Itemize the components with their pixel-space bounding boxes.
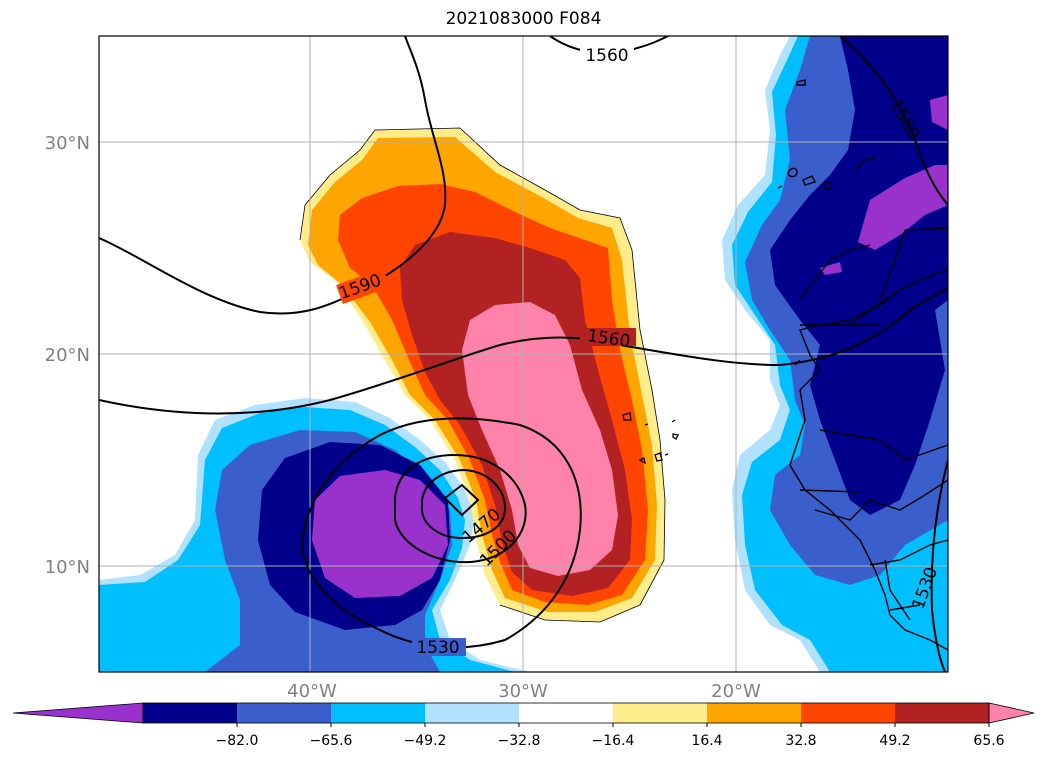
colorbar-extend-low	[12, 702, 144, 724]
coastlines	[777, 79, 948, 651]
lon-label-40w: 40°W	[287, 681, 337, 702]
graticule	[99, 36, 948, 672]
negative-anomaly-west	[99, 398, 530, 672]
colorbar-segment	[237, 703, 332, 723]
colorbar-segment	[519, 703, 614, 723]
colorbar-segment	[801, 703, 896, 723]
colorbar-tick-label: 16.4	[691, 733, 722, 749]
colorbar-segment	[331, 703, 426, 723]
cape-verde-islands	[622, 412, 679, 465]
colorbar-segment	[707, 703, 802, 723]
map-title: 2021083000 F084	[445, 9, 602, 29]
longitude-labels: 40°W 30°W 20°W	[287, 681, 761, 702]
colorbar-tick-label: 65.6	[973, 733, 1004, 749]
colorbar-segment	[613, 703, 708, 723]
lon-label-20w: 20°W	[711, 681, 761, 702]
latitude-labels: 30°N 20°N 10°N	[45, 133, 90, 578]
plume-outline	[299, 127, 666, 623]
colorbar-extend-high	[988, 702, 1035, 724]
colorbar-tick-label: −49.2	[404, 733, 447, 749]
map-frame	[98, 35, 949, 673]
contour-label-backgrounds	[336, 45, 636, 656]
colorbar: −82.0 −65.6 −49.2 −32.8 −16.4 16.4 32.8 49.2 65.…	[12, 702, 1035, 749]
lat-label-10n: 10°N	[45, 557, 90, 578]
lat-label-30n: 30°N	[45, 133, 90, 154]
colorbar-segment	[143, 703, 238, 723]
positive-anomaly-plume	[300, 128, 665, 622]
colorbar-frame	[142, 702, 990, 724]
colorbar-tick-label: −82.0	[216, 733, 259, 749]
colorbar-tick-label: 32.8	[785, 733, 816, 749]
contour-label-1560-north: 1560	[585, 46, 628, 66]
colorbar-tick-label: 49.2	[879, 733, 910, 749]
lat-label-20n: 20°N	[45, 345, 90, 366]
contour-label-1530-south: 1530	[416, 638, 459, 658]
lon-label-30w: 30°W	[498, 681, 548, 702]
colorbar-segment	[425, 703, 520, 723]
colorbar-segment	[895, 703, 990, 723]
colorbar-tick-label: −32.8	[498, 733, 541, 749]
colorbar-tick-label: −65.6	[310, 733, 353, 749]
colorbar-tick-label: −16.4	[592, 733, 635, 749]
map-plot-area	[99, 36, 948, 672]
